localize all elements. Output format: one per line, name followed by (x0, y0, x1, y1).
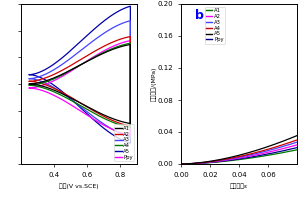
Legend: A1, A2, A3, A4, A5, Ppy: A1, A2, A3, A4, A5, Ppy (114, 124, 134, 161)
Legend: A1, A2, A3, A4, A5, Ppy: A1, A2, A3, A4, A5, Ppy (205, 7, 225, 44)
Y-axis label: 拉伸应力/(MPa): 拉伸应力/(MPa) (151, 67, 156, 101)
X-axis label: 拉伸应变ε: 拉伸应变ε (230, 183, 248, 189)
Text: b: b (195, 9, 204, 22)
X-axis label: 电位(V vs.SCE): 电位(V vs.SCE) (59, 183, 99, 189)
